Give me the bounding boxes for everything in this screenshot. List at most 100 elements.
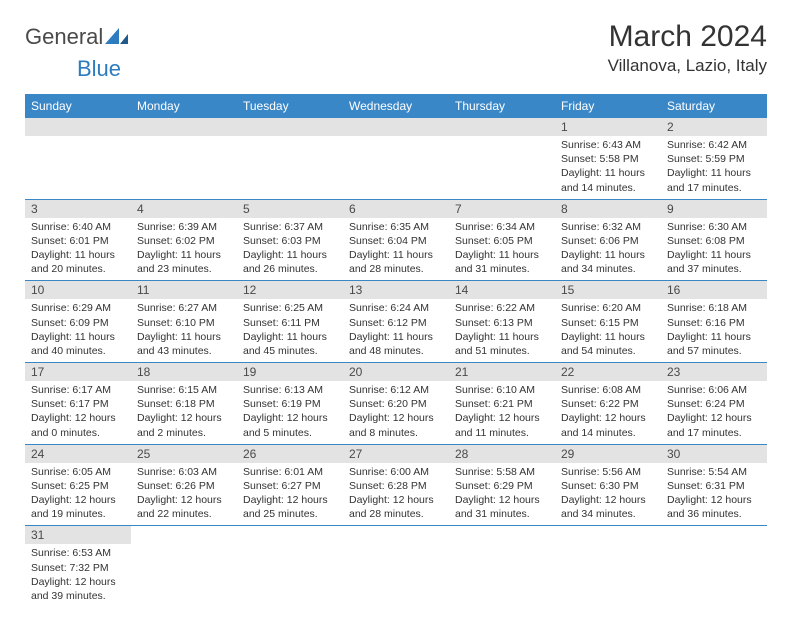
- day-info-line: Daylight: 12 hours and 31 minutes.: [455, 493, 549, 521]
- day-header-tue: Tuesday: [237, 94, 343, 118]
- day-info-line: Sunrise: 6:25 AM: [243, 301, 337, 315]
- day-number: 13: [343, 281, 449, 299]
- day-info: Sunrise: 6:40 AMSunset: 6:01 PMDaylight:…: [25, 218, 131, 281]
- day-cell: 25Sunrise: 6:03 AMSunset: 6:26 PMDayligh…: [131, 444, 237, 526]
- day-info: Sunrise: 6:27 AMSunset: 6:10 PMDaylight:…: [131, 299, 237, 362]
- day-number: 4: [131, 200, 237, 218]
- day-cell: 6Sunrise: 6:35 AMSunset: 6:04 PMDaylight…: [343, 199, 449, 281]
- day-cell: [237, 118, 343, 199]
- day-cell: 10Sunrise: 6:29 AMSunset: 6:09 PMDayligh…: [25, 281, 131, 363]
- day-info: Sunrise: 6:42 AMSunset: 5:59 PMDaylight:…: [661, 136, 767, 199]
- day-info-line: Sunset: 7:32 PM: [31, 561, 125, 575]
- day-info: Sunrise: 6:20 AMSunset: 6:15 PMDaylight:…: [555, 299, 661, 362]
- logo-text-part2: Blue: [77, 56, 121, 81]
- day-cell: [449, 118, 555, 199]
- logo-text-part1: General: [25, 24, 103, 49]
- day-header-wed: Wednesday: [343, 94, 449, 118]
- day-info: Sunrise: 6:10 AMSunset: 6:21 PMDaylight:…: [449, 381, 555, 444]
- day-info: Sunrise: 6:15 AMSunset: 6:18 PMDaylight:…: [131, 381, 237, 444]
- day-info-line: Sunset: 6:21 PM: [455, 397, 549, 411]
- day-info-line: Daylight: 12 hours and 19 minutes.: [31, 493, 125, 521]
- day-cell: 19Sunrise: 6:13 AMSunset: 6:19 PMDayligh…: [237, 363, 343, 445]
- day-cell: 31Sunrise: 6:53 AMSunset: 7:32 PMDayligh…: [25, 526, 131, 607]
- day-cell: [343, 118, 449, 199]
- day-info: Sunrise: 6:29 AMSunset: 6:09 PMDaylight:…: [25, 299, 131, 362]
- day-info: Sunrise: 6:06 AMSunset: 6:24 PMDaylight:…: [661, 381, 767, 444]
- day-info: Sunrise: 6:53 AMSunset: 7:32 PMDaylight:…: [25, 544, 131, 607]
- day-info-line: Daylight: 11 hours and 37 minutes.: [667, 248, 761, 276]
- day-cell: 29Sunrise: 5:56 AMSunset: 6:30 PMDayligh…: [555, 444, 661, 526]
- day-info-line: Sunrise: 6:17 AM: [31, 383, 125, 397]
- day-info: Sunrise: 6:25 AMSunset: 6:11 PMDaylight:…: [237, 299, 343, 362]
- day-info-line: Daylight: 11 hours and 14 minutes.: [561, 166, 655, 194]
- day-header-sat: Saturday: [661, 94, 767, 118]
- day-info-line: Sunset: 5:59 PM: [667, 152, 761, 166]
- day-info-line: Daylight: 11 hours and 48 minutes.: [349, 330, 443, 358]
- day-number: 28: [449, 445, 555, 463]
- day-info-line: Daylight: 11 hours and 31 minutes.: [455, 248, 549, 276]
- day-number: 23: [661, 363, 767, 381]
- day-number: 29: [555, 445, 661, 463]
- day-number: 12: [237, 281, 343, 299]
- day-cell: 18Sunrise: 6:15 AMSunset: 6:18 PMDayligh…: [131, 363, 237, 445]
- day-info: Sunrise: 6:17 AMSunset: 6:17 PMDaylight:…: [25, 381, 131, 444]
- day-info-line: Sunset: 6:08 PM: [667, 234, 761, 248]
- day-info-line: Sunset: 6:18 PM: [137, 397, 231, 411]
- day-number: [237, 118, 343, 136]
- day-number: 25: [131, 445, 237, 463]
- day-number: 11: [131, 281, 237, 299]
- day-info-line: Sunrise: 6:53 AM: [31, 546, 125, 560]
- day-info: Sunrise: 5:58 AMSunset: 6:29 PMDaylight:…: [449, 463, 555, 526]
- day-cell: 5Sunrise: 6:37 AMSunset: 6:03 PMDaylight…: [237, 199, 343, 281]
- day-info-line: Sunset: 6:02 PM: [137, 234, 231, 248]
- day-number: 27: [343, 445, 449, 463]
- month-title: March 2024: [608, 20, 767, 54]
- day-header-thu: Thursday: [449, 94, 555, 118]
- week-row: 3Sunrise: 6:40 AMSunset: 6:01 PMDaylight…: [25, 199, 767, 281]
- day-info-line: Sunrise: 6:20 AM: [561, 301, 655, 315]
- day-number: [449, 118, 555, 136]
- location: Villanova, Lazio, Italy: [608, 56, 767, 76]
- day-info-line: Sunrise: 5:58 AM: [455, 465, 549, 479]
- day-number: 17: [25, 363, 131, 381]
- day-number: 10: [25, 281, 131, 299]
- day-cell: 30Sunrise: 5:54 AMSunset: 6:31 PMDayligh…: [661, 444, 767, 526]
- day-number: 26: [237, 445, 343, 463]
- day-info-line: Sunset: 6:12 PM: [349, 316, 443, 330]
- day-number: 9: [661, 200, 767, 218]
- day-header-sun: Sunday: [25, 94, 131, 118]
- day-info-line: Sunrise: 6:01 AM: [243, 465, 337, 479]
- day-info-line: Daylight: 11 hours and 57 minutes.: [667, 330, 761, 358]
- title-block: March 2024 Villanova, Lazio, Italy: [608, 20, 767, 76]
- day-cell: 24Sunrise: 6:05 AMSunset: 6:25 PMDayligh…: [25, 444, 131, 526]
- day-number: 1: [555, 118, 661, 136]
- day-cell: 2Sunrise: 6:42 AMSunset: 5:59 PMDaylight…: [661, 118, 767, 199]
- day-info-line: Sunrise: 6:37 AM: [243, 220, 337, 234]
- day-info-line: Daylight: 12 hours and 28 minutes.: [349, 493, 443, 521]
- day-number: 19: [237, 363, 343, 381]
- day-info-line: Daylight: 11 hours and 28 minutes.: [349, 248, 443, 276]
- week-row: 24Sunrise: 6:05 AMSunset: 6:25 PMDayligh…: [25, 444, 767, 526]
- day-info-line: Daylight: 11 hours and 23 minutes.: [137, 248, 231, 276]
- day-info-line: Daylight: 11 hours and 45 minutes.: [243, 330, 337, 358]
- day-info-line: Sunset: 6:09 PM: [31, 316, 125, 330]
- day-info-line: Sunrise: 6:39 AM: [137, 220, 231, 234]
- day-cell: [237, 526, 343, 607]
- day-info-line: Sunset: 6:29 PM: [455, 479, 549, 493]
- header: General Blue March 2024 Villanova, Lazio,…: [25, 20, 767, 82]
- day-cell: 15Sunrise: 6:20 AMSunset: 6:15 PMDayligh…: [555, 281, 661, 363]
- day-cell: 17Sunrise: 6:17 AMSunset: 6:17 PMDayligh…: [25, 363, 131, 445]
- day-info-line: Sunrise: 6:34 AM: [455, 220, 549, 234]
- day-cell: 1Sunrise: 6:43 AMSunset: 5:58 PMDaylight…: [555, 118, 661, 199]
- day-info-line: Sunset: 6:06 PM: [561, 234, 655, 248]
- day-info-line: Daylight: 12 hours and 8 minutes.: [349, 411, 443, 439]
- day-info: Sunrise: 6:00 AMSunset: 6:28 PMDaylight:…: [343, 463, 449, 526]
- day-info-line: Daylight: 12 hours and 39 minutes.: [31, 575, 125, 603]
- day-info-line: Sunrise: 6:24 AM: [349, 301, 443, 315]
- day-info-line: Sunrise: 5:54 AM: [667, 465, 761, 479]
- day-info-line: Daylight: 11 hours and 20 minutes.: [31, 248, 125, 276]
- day-info-line: Daylight: 11 hours and 34 minutes.: [561, 248, 655, 276]
- day-cell: 8Sunrise: 6:32 AMSunset: 6:06 PMDaylight…: [555, 199, 661, 281]
- week-row: 1Sunrise: 6:43 AMSunset: 5:58 PMDaylight…: [25, 118, 767, 199]
- day-info-line: Sunrise: 6:10 AM: [455, 383, 549, 397]
